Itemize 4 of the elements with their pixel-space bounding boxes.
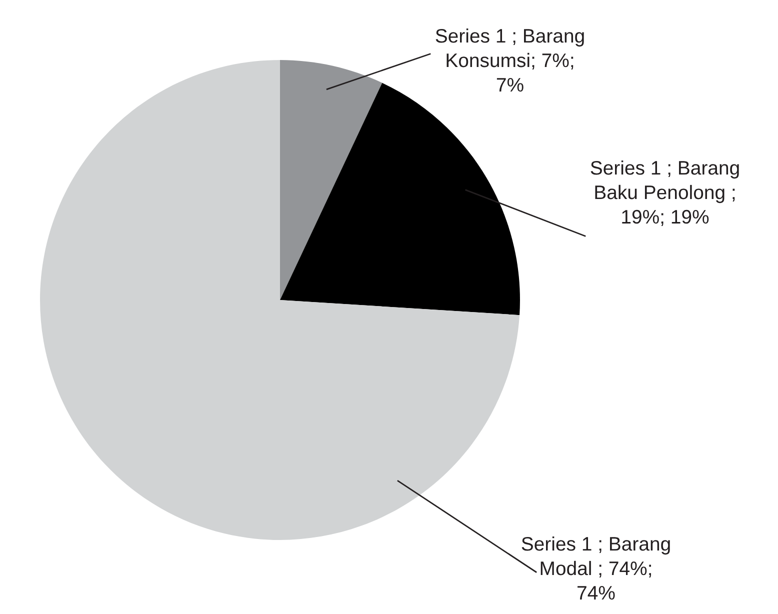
pie-slice [280,60,382,300]
slice-label: Series 1 ; Barang Baku Penolong ; 19%; 19% [590,160,739,226]
slice-label: Series 1 ; Barang Konsumsi; 7%; 7% [436,28,584,92]
slice-label: Series 1 ; Barang Modal ; 74%; 74% [522,536,670,600]
